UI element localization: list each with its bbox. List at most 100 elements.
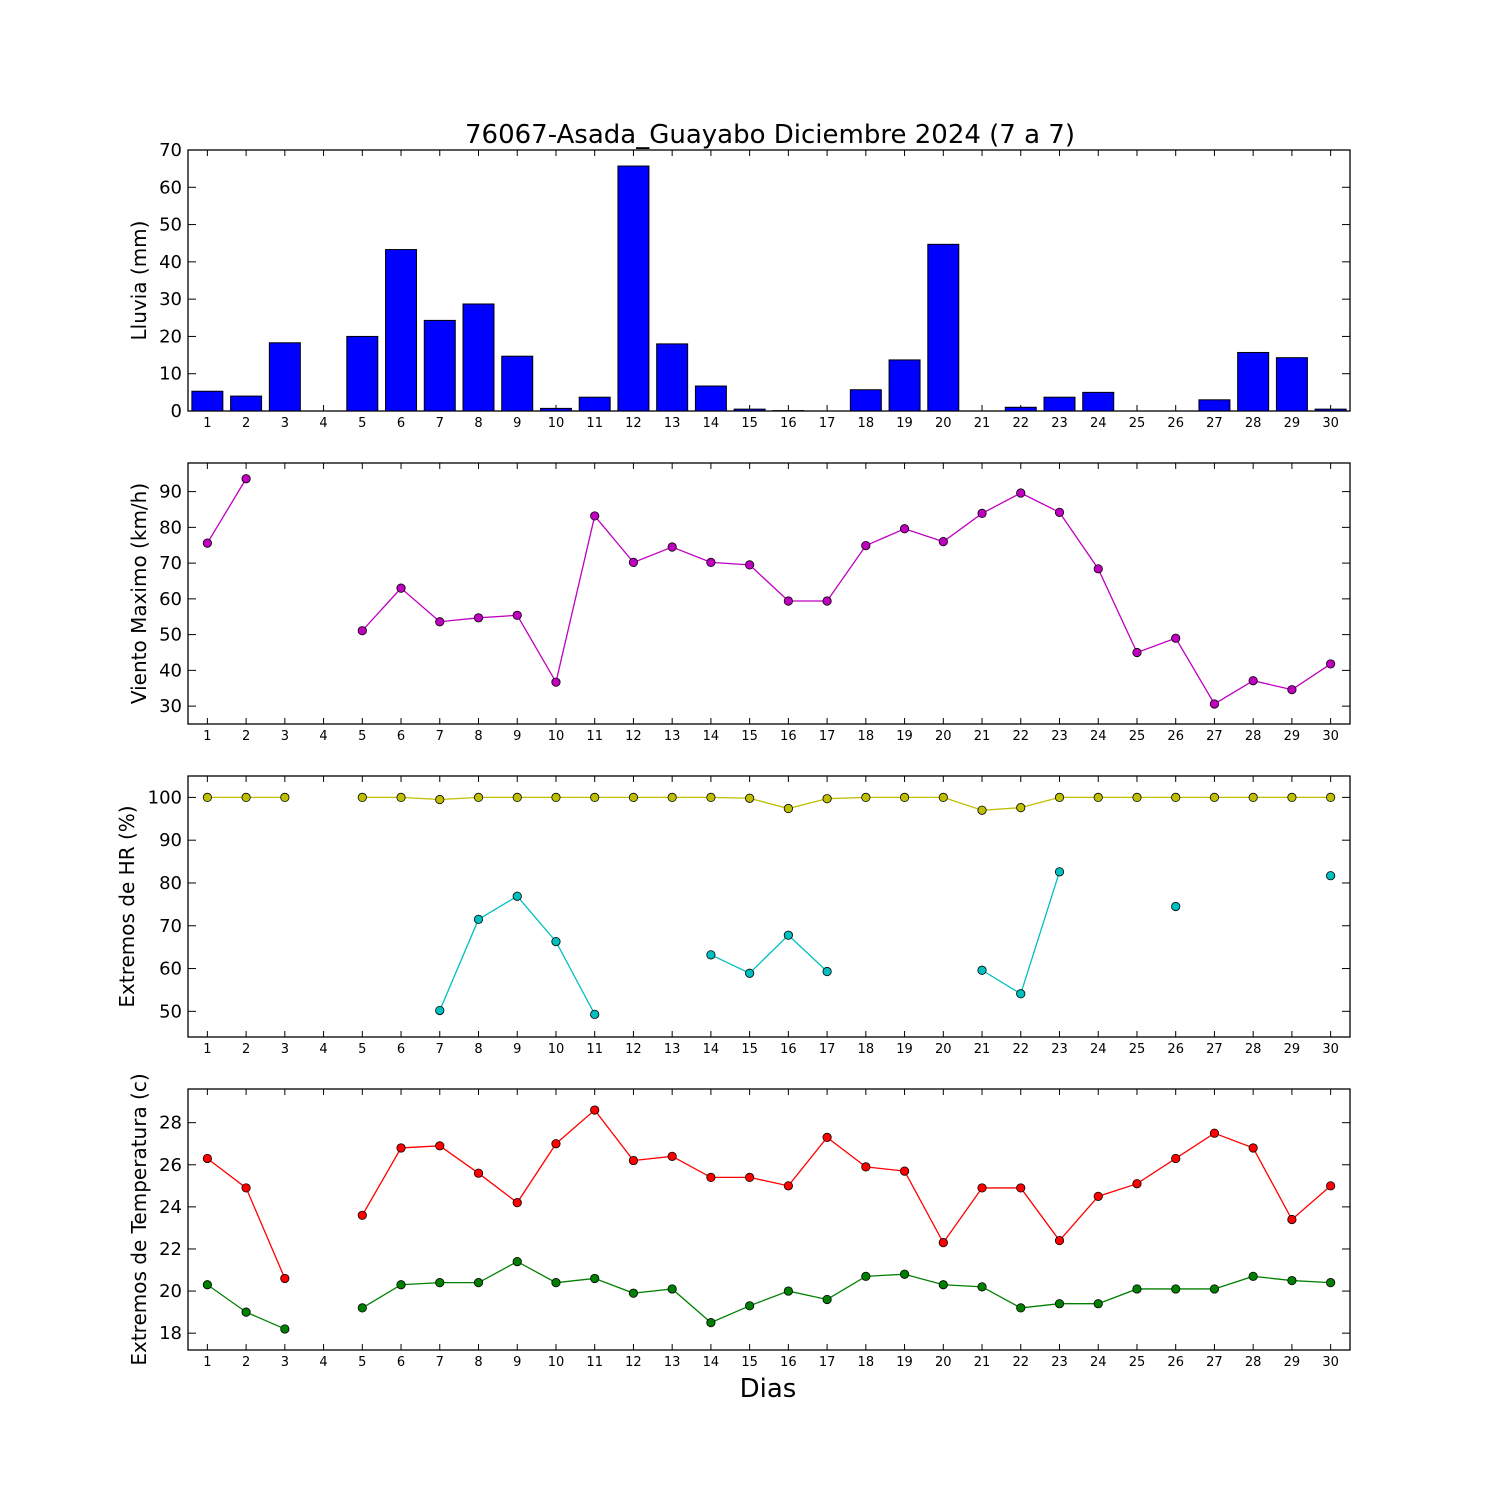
point-temp-0-day-7 [435,1141,445,1151]
y-tick-label: 20 [159,1281,182,1302]
point-wind-0-day-27 [1209,699,1220,709]
bar-day-1 [191,390,224,412]
y-tick-label: 100 [148,787,182,808]
x-tick-label: 11 [586,1355,603,1370]
bar-day-7 [423,319,456,412]
subplots: 1 2 3 4 5 6 7 8 9 10 11 12 13 14 15 16 17 18 19 20 21 22 23 24 2… [115,140,1351,1370]
point-hr-0-day-16 [783,803,793,814]
point-temp-1-day-27 [1209,1284,1220,1294]
point-temp-1-day-26 [1171,1284,1181,1294]
x-tick-label: 2 [242,1042,250,1057]
x-tick-label: 23 [1051,1042,1068,1057]
bar-day-8 [462,303,495,412]
y-tick-label: 70 [159,140,182,161]
point-temp-1-day-21 [977,1282,987,1292]
point-wind-0-day-21 [977,508,987,519]
x-tick-label: 30 [1322,1355,1339,1370]
point-temp-0-day-26 [1171,1153,1181,1164]
point-temp-0-day-9 [512,1198,522,1208]
point-temp-0-day-16 [783,1181,793,1191]
point-wind-0-day-18 [861,540,871,551]
point-hr-1-day-17 [822,966,832,977]
y-tick-label: 90 [159,830,182,851]
x-tick-label: 2 [242,729,250,744]
point-temp-1-day-19 [899,1269,910,1279]
subplot-hr: 1 2 3 4 5 6 7 8 9 10 11 12 13 14 15 16 17 18 19 20 21 22 23 24 2… [115,775,1351,1057]
point-hr-0-day-21 [977,805,987,815]
point-hr-0-day-25 [1132,792,1142,802]
y-axis-label: Viento Maximo (km/h) [127,483,151,704]
point-temp-1-day-15 [745,1301,755,1311]
point-temp-0-day-14 [706,1172,716,1183]
chart-title: 76067-Asada_Guayabo Diciembre 2024 (7 a … [465,120,1075,150]
point-temp-1-day-9 [512,1256,522,1267]
point-wind-0-day-22 [1016,488,1026,498]
x-tick-label: 24 [1090,729,1107,744]
point-hr-0-day-17 [822,794,832,804]
x-tick-label: 21 [974,1355,991,1370]
point-hr-0-day-5 [357,792,367,802]
bar-day-6 [385,249,418,412]
point-temp-0-day-12 [628,1155,639,1166]
series-line-temp-1 [206,1284,286,1330]
point-temp-0-day-19 [899,1166,910,1176]
point-temp-0-day-20 [938,1238,948,1248]
y-tick-label: 30 [159,696,182,717]
y-tick-label: 10 [159,364,182,385]
x-tick-label: 7 [436,416,444,431]
x-tick-label: 2 [242,1355,250,1370]
x-tick-label: 14 [703,1042,720,1057]
x-tick-label: 15 [741,1355,758,1370]
point-hr-1-day-26 [1171,901,1181,912]
point-hr-0-day-22 [1016,803,1026,813]
y-tick-label: 60 [159,589,182,610]
x-tick-label: 13 [664,416,681,431]
y-tick-label: 22 [159,1239,182,1260]
point-wind-0-day-19 [899,524,910,534]
y-axis-label: Extremos de HR (%) [115,805,139,1007]
point-temp-0-day-22 [1016,1183,1026,1193]
y-tick-label: 40 [159,660,182,681]
x-tick-label: 20 [935,729,952,744]
x-tick-label: 18 [858,1355,875,1370]
x-tick-label: 10 [548,1042,565,1057]
x-tick-label: 28 [1245,1042,1262,1057]
point-temp-1-day-25 [1132,1284,1142,1294]
point-wind-0-day-28 [1248,676,1258,686]
y-tick-label: 50 [159,625,182,646]
x-tick-label: 17 [819,1355,836,1370]
x-tick-label: 1 [203,729,211,744]
point-temp-0-day-1 [202,1153,212,1164]
point-wind-0-day-26 [1171,633,1181,643]
point-hr-0-day-29 [1287,792,1297,802]
x-tick-label: 25 [1129,729,1146,744]
point-temp-0-day-21 [977,1183,987,1193]
axes-frame [187,462,1351,725]
bar-day-14 [694,385,727,412]
x-tick-label: 27 [1206,1042,1223,1057]
point-hr-0-day-11 [590,792,600,802]
point-hr-0-day-18 [861,792,871,802]
point-temp-1-day-17 [822,1294,832,1305]
y-axis-label: Extremos de Temperatura (c) [127,1073,151,1365]
x-tick-label: 19 [896,1042,913,1057]
bar-day-18 [849,389,882,412]
point-hr-0-day-27 [1209,792,1220,802]
x-tick-label: 28 [1245,416,1262,431]
point-wind-0-day-14 [706,557,716,567]
point-temp-0-day-2 [241,1183,251,1193]
point-wind-0-day-23 [1054,507,1065,517]
point-wind-0-day-8 [473,613,484,623]
point-hr-1-day-15 [745,968,755,978]
bar-day-19 [888,359,921,412]
point-temp-1-day-18 [861,1271,871,1281]
x-tick-label: 21 [974,416,991,431]
point-temp-0-day-13 [667,1151,677,1161]
point-temp-1-day-14 [706,1318,716,1328]
y-tick-label: 80 [159,873,182,894]
x-tick-label: 4 [319,729,327,744]
x-tick-label: 13 [664,1355,681,1370]
y-tick-label: 50 [159,215,182,236]
point-temp-1-day-1 [202,1280,212,1290]
x-tick-label: 17 [819,1042,836,1057]
